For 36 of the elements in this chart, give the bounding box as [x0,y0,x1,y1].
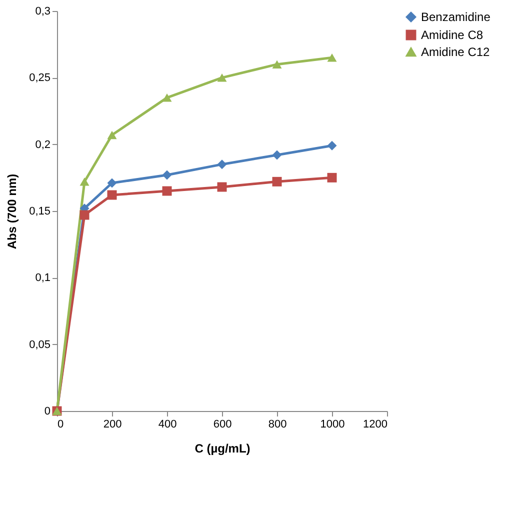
point [107,190,117,200]
y-tick-label: 0,05 [29,338,50,351]
point [272,176,282,186]
x-tick-label: 1000 [320,418,345,430]
point [107,130,117,140]
x-tick-label: 600 [213,418,232,430]
x-tick-label: 200 [103,418,122,430]
point [327,54,337,62]
legend-label: Amidine C12 [421,45,490,59]
point [162,94,172,102]
point [162,186,172,196]
legend-label: Amidine C8 [421,28,484,42]
point [327,140,337,150]
x-tick-label: 0 [58,418,64,430]
point [107,178,117,188]
point [272,150,282,160]
point [217,160,227,170]
x-tick-label: 400 [158,418,177,430]
point [272,60,282,68]
x-axis-title: C (µg/mL) [194,442,250,456]
y-tick-label: 0,2 [35,138,50,151]
y-tick-label: 0 [44,406,50,418]
point [162,170,172,180]
x-tick-label: 1200 [363,418,388,430]
y-axis-title: Abs (700 nm) [5,174,20,250]
y-tick-label: 0,1 [35,272,50,284]
y-tick-label: 0,25 [29,72,50,84]
point [217,182,227,192]
point [217,74,227,82]
point [327,172,337,182]
legend-label: Benzamidine [421,10,491,24]
x-tick-label: 800 [268,418,287,430]
point [80,210,90,220]
y-tick-label: 0,3 [35,6,50,18]
point [80,178,90,186]
y-tick-label: 0,15 [29,206,50,218]
